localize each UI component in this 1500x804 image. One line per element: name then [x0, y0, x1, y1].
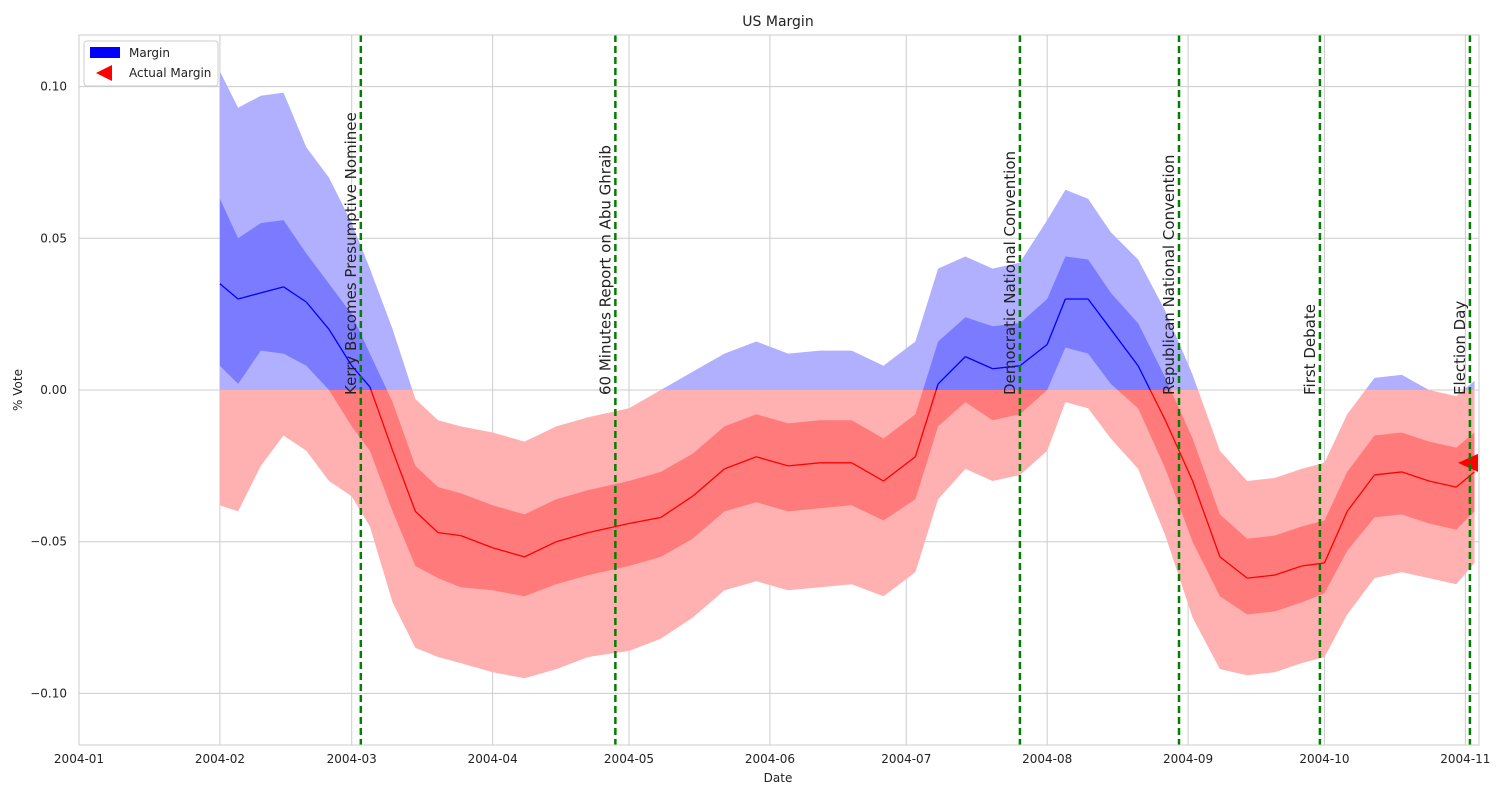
margin-line-segment: [460, 535, 493, 549]
legend: Margin Actual Margin: [83, 40, 219, 87]
margin-line-segment: [556, 531, 589, 543]
margin-line-segment: [370, 389, 394, 451]
margin-line-segment: [237, 292, 261, 300]
event-label: 60 Minutes Report on Abu Ghraib: [596, 145, 614, 395]
event-label: First Debate: [1301, 304, 1319, 395]
margin-line-segment: [492, 547, 525, 558]
margin-line-segment: [219, 283, 239, 300]
margin-line-segment: [1401, 471, 1430, 482]
margin-line-segment: [260, 286, 284, 294]
margin-line-segment: [1046, 298, 1066, 345]
margin-line-segment: [1149, 389, 1166, 421]
y-axis-label: % Vote: [11, 369, 25, 411]
line-layer: [219, 283, 1478, 579]
x-tick-label: 2004-01: [54, 752, 104, 766]
margin-line-segment: [1428, 480, 1457, 488]
outer-band-negative: [219, 390, 1475, 679]
x-tick-label: 2004-03: [327, 752, 377, 766]
margin-line-segment: [524, 541, 557, 558]
y-tick-label: 0.00: [40, 383, 67, 397]
margin-line-segment: [1247, 574, 1275, 579]
margin-line-segment: [1110, 328, 1139, 367]
margin-line-segment: [628, 516, 661, 525]
margin-line-segment: [1323, 511, 1348, 564]
x-tick-label: 2004-06: [745, 752, 795, 766]
margin-line-segment: [965, 356, 993, 370]
margin-line-segment: [1137, 365, 1151, 391]
event-layer: Kerry Becomes Presumptive Nominee 60 Minu…: [342, 35, 1472, 745]
y-tick-label: −0.10: [30, 686, 67, 700]
x-tick-label: 2004-02: [195, 752, 245, 766]
axes-layer: −0.10 −0.05 0.00 0.05 0.10 2004-01 2004-02 2004…: [30, 34, 1490, 766]
y-tick-label: 0.10: [40, 80, 67, 94]
x-tick-label: 2004-04: [468, 752, 518, 766]
margin-line-segment: [305, 301, 330, 330]
margin-line-segment: [1274, 565, 1302, 576]
y-tick-label: −0.05: [30, 535, 67, 549]
x-tick-label: 2004-08: [1022, 752, 1072, 766]
event-label: Kerry Becomes Presumptive Nominee: [342, 112, 360, 395]
margin-line-segment: [369, 386, 372, 391]
x-tick-label: 2004-05: [604, 752, 654, 766]
margin-line-segment: [660, 495, 693, 518]
legend-actual-margin-label: Actual Margin: [129, 66, 211, 80]
margin-line-segment: [724, 456, 757, 470]
margin-line-segment: [1219, 556, 1248, 579]
margin-line-segment: [1087, 298, 1112, 330]
legend-actual-margin-marker: [96, 65, 112, 81]
margin-line-segment: [328, 328, 353, 367]
margin-line-segment: [1455, 471, 1475, 488]
x-tick-label: 2004-07: [881, 752, 931, 766]
y-tick-label: 0.05: [40, 231, 67, 245]
margin-line-segment: [392, 450, 416, 512]
outer-band-positive: [219, 71, 1475, 390]
margin-line-segment: [1164, 420, 1194, 482]
margin-line-segment: [935, 383, 939, 391]
margin-line-segment: [587, 522, 630, 534]
event-label: Republican National Convention: [1160, 155, 1178, 395]
legend-margin-swatch: [90, 47, 120, 58]
x-tick-label: 2004-11: [1440, 752, 1490, 766]
margin-line-segment: [788, 462, 820, 467]
margin-line-segment: [414, 510, 439, 534]
margin-line-segment: [1374, 471, 1402, 476]
margin-line-segment: [883, 456, 916, 482]
margin-line-segment: [914, 389, 937, 457]
event-label: Election Day: [1451, 301, 1469, 395]
x-axis-label: Date: [764, 771, 793, 785]
margin-line-segment: [992, 365, 1020, 370]
plot-frame: [78, 34, 1480, 746]
chart-title: US Margin: [742, 14, 813, 30]
inner-band-positive: [219, 198, 1171, 390]
x-tick-label: 2004-10: [1299, 752, 1349, 766]
x-tick-label: 2004-09: [1163, 752, 1213, 766]
margin-line-segment: [937, 356, 966, 385]
margin-line-segment: [283, 286, 307, 303]
margin-line-segment: [1192, 480, 1221, 558]
margin-line-segment: [438, 531, 461, 537]
margin-line-segment: [692, 468, 725, 497]
margin-line-segment: [756, 456, 789, 467]
event-label: Democratic National Convention: [1001, 151, 1019, 395]
margin-line-segment: [851, 462, 884, 482]
margin-line-segment: [1346, 474, 1375, 512]
actual-margin-marker: [1458, 453, 1478, 472]
margin-line-segment: [1019, 343, 1048, 367]
legend-margin-label: Margin: [129, 46, 170, 60]
